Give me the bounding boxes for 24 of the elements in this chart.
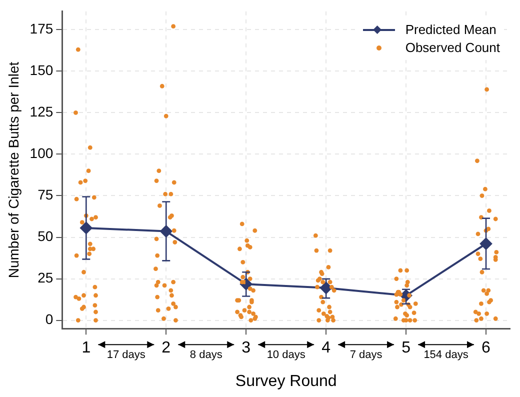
y-tick-label: 175 [30,20,54,37]
x-tick-label: 3 [242,340,251,357]
legend-label: Predicted Mean [405,22,496,38]
text: 154 days [424,349,469,362]
x-axis-title: Survey Round [235,372,337,390]
y-tick-label: 75 [38,186,54,203]
y-tick-label: 50 [38,228,54,244]
x-tick-label: 2 [162,340,171,357]
x-tick-label: 4 [322,340,331,357]
y-tick-label: 125 [30,104,54,120]
y-tick-label: 25 [38,270,54,286]
text: 10 days [266,349,306,362]
y-tick-label: 0 [45,311,54,328]
text: 7 days [350,349,383,362]
x-tick-label: 1 [82,340,91,357]
x-tick-label: 6 [482,340,491,357]
text: 8 days [190,349,223,362]
y-tick-label: 100 [30,145,54,162]
y-axis-title: Number of Cigarette Butts per Inlet [5,62,22,278]
text: 17 days [106,349,146,362]
legend-label: Observed Count [405,40,500,56]
point [480,238,492,250]
y-tick-label: 150 [30,62,54,78]
x-tick-label: 5 [402,340,411,357]
